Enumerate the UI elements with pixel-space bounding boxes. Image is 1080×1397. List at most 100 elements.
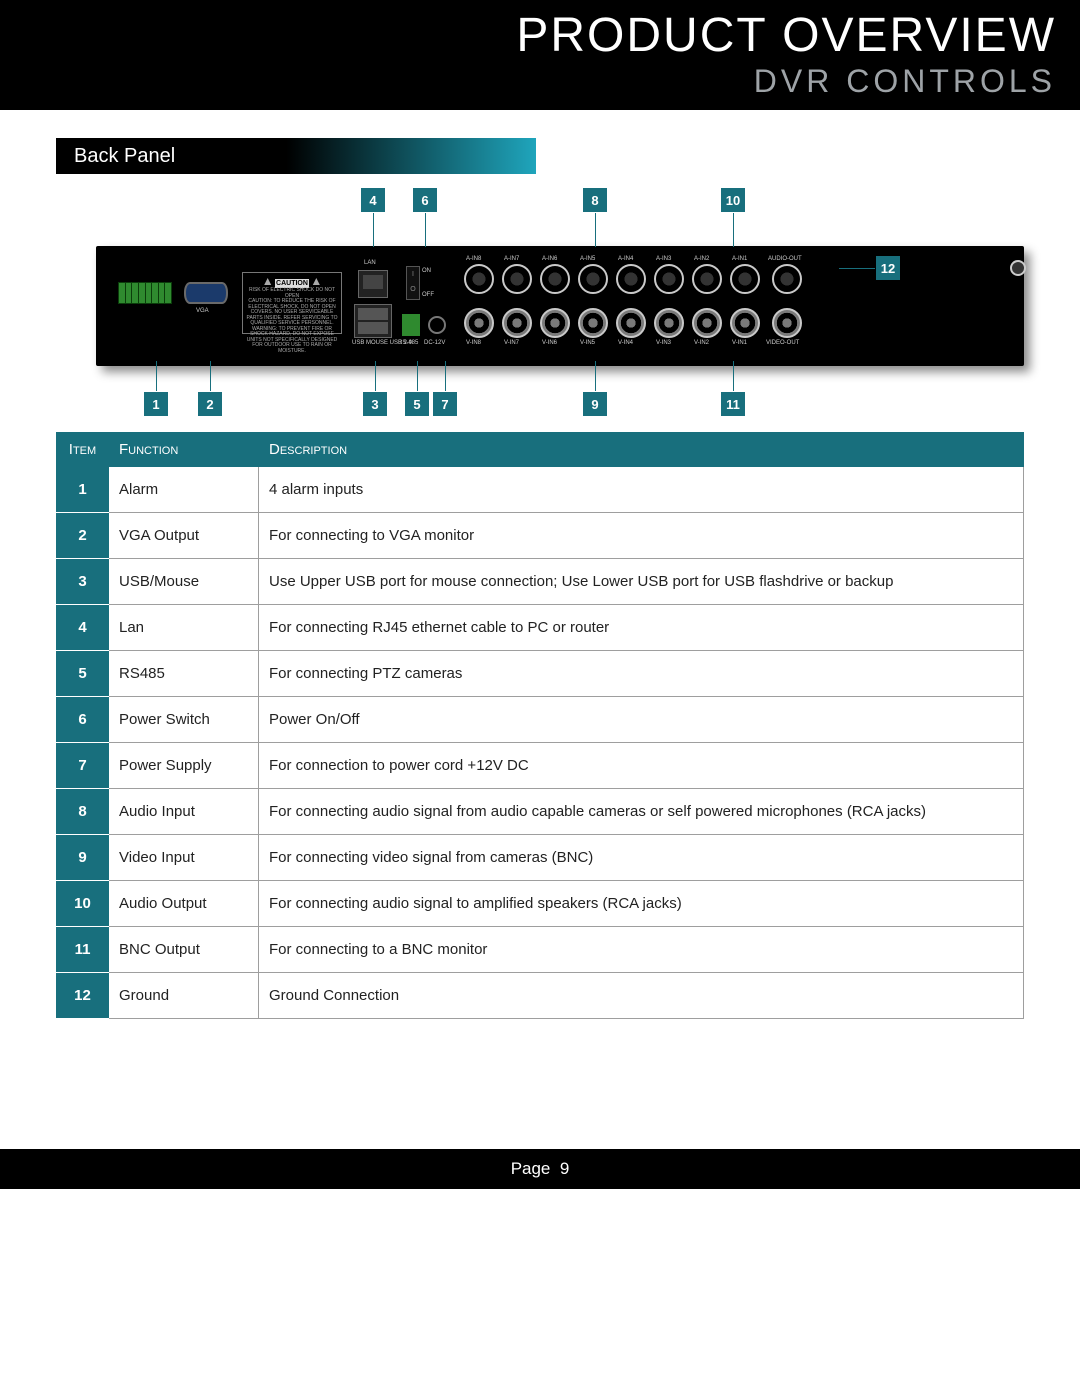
footer-label: Page xyxy=(511,1159,551,1178)
cell-description: For connecting PTZ cameras xyxy=(259,651,1024,697)
audio-in-label: A-IN1 xyxy=(732,256,747,262)
power-switch: I O xyxy=(406,266,420,300)
cell-description: For connecting to VGA monitor xyxy=(259,513,1024,559)
page-header: PRODUCT OVERVIEW DVR CONTROLS xyxy=(0,0,1080,110)
lan-label: LAN xyxy=(364,260,376,266)
cell-item: 3 xyxy=(57,559,109,605)
usb-label: USB MOUSE USB 2.0 xyxy=(352,340,394,346)
audio-out-label: AUDIO-OUT xyxy=(768,256,802,262)
alarm-connector xyxy=(118,282,172,304)
bnc-jack xyxy=(464,308,494,338)
cell-description: For connecting audio signal to amplified… xyxy=(259,881,1024,927)
cell-function: Audio Output xyxy=(109,881,259,927)
video-in-label: V-IN6 xyxy=(542,340,557,346)
cell-description: For connecting video signal from cameras… xyxy=(259,835,1024,881)
video-in-label: V-IN7 xyxy=(504,340,519,346)
cell-function: RS485 xyxy=(109,651,259,697)
vga-port xyxy=(184,282,228,304)
cell-description: For connection to power cord +12V DC xyxy=(259,743,1024,789)
cell-item: 2 xyxy=(57,513,109,559)
cell-description: For connecting to a BNC monitor xyxy=(259,927,1024,973)
table-row: 12GroundGround Connection xyxy=(57,973,1024,1019)
callout-5: 5 xyxy=(405,392,429,416)
page-subtitle: DVR CONTROLS xyxy=(24,63,1056,100)
cell-function: Alarm xyxy=(109,467,259,513)
video-in-label: V-IN1 xyxy=(732,340,747,346)
cell-function: Power Switch xyxy=(109,697,259,743)
shock-triangle-icon: ▲ xyxy=(310,274,322,288)
audio-input-row xyxy=(464,264,802,294)
table-row: 4LanFor connecting RJ45 ethernet cable t… xyxy=(57,605,1024,651)
cell-item: 11 xyxy=(57,927,109,973)
cell-item: 4 xyxy=(57,605,109,651)
rca-jack xyxy=(654,264,684,294)
cell-function: Power Supply xyxy=(109,743,259,789)
audio-in-label: A-IN7 xyxy=(504,256,519,262)
rca-jack xyxy=(578,264,608,294)
callout-7: 7 xyxy=(433,392,457,416)
cell-item: 10 xyxy=(57,881,109,927)
caution-text-1: CAUTION: TO REDUCE THE RISK OF ELECTRICA… xyxy=(247,298,338,326)
cell-item: 1 xyxy=(57,467,109,513)
caution-label-plate: ▲ CAUTION ▲ RISK OF ELECTRIC SHOCK DO NO… xyxy=(242,272,342,334)
cell-function: Video Input xyxy=(109,835,259,881)
table-row: 1Alarm4 alarm inputs xyxy=(57,467,1024,513)
warning-triangle-icon: ▲ xyxy=(262,274,274,288)
rca-jack xyxy=(730,264,760,294)
audio-in-label: A-IN2 xyxy=(694,256,709,262)
callout-2: 2 xyxy=(198,392,222,416)
bnc-jack xyxy=(772,308,802,338)
bnc-jack xyxy=(730,308,760,338)
cell-description: For connecting RJ45 ethernet cable to PC… xyxy=(259,605,1024,651)
caution-text-2: WARNING: TO PREVENT FIRE OR SHOCK HAZARD… xyxy=(247,326,338,354)
callout-8: 8 xyxy=(583,188,607,212)
description-table: Item Function Description 1Alarm4 alarm … xyxy=(56,432,1024,1019)
cell-function: Audio Input xyxy=(109,789,259,835)
rca-jack xyxy=(692,264,722,294)
dc-label: DC-12V xyxy=(424,340,445,346)
audio-in-label: A-IN6 xyxy=(542,256,557,262)
cell-function: USB/Mouse xyxy=(109,559,259,605)
col-function: Function xyxy=(109,433,259,467)
audio-in-label: A-IN8 xyxy=(466,256,481,262)
cell-function: BNC Output xyxy=(109,927,259,973)
cell-item: 7 xyxy=(57,743,109,789)
page-footer: Page 9 xyxy=(0,1149,1080,1189)
section-title: Back Panel xyxy=(74,145,175,168)
table-row: 7Power SupplyFor connection to power cor… xyxy=(57,743,1024,789)
video-in-label: V-IN3 xyxy=(656,340,671,346)
video-in-label: V-IN5 xyxy=(580,340,595,346)
video-out-label: VIDEO-OUT xyxy=(766,340,799,346)
ground-terminal xyxy=(1010,260,1026,276)
cell-description: Power On/Off xyxy=(259,697,1024,743)
rs485-label: RS-485 xyxy=(398,340,418,346)
callout-4: 4 xyxy=(361,188,385,212)
cell-function: VGA Output xyxy=(109,513,259,559)
callout-1: 1 xyxy=(144,392,168,416)
cell-item: 5 xyxy=(57,651,109,697)
cell-item: 9 xyxy=(57,835,109,881)
table-row: 9Video InputFor connecting video signal … xyxy=(57,835,1024,881)
cell-item: 8 xyxy=(57,789,109,835)
video-in-label: V-IN4 xyxy=(618,340,633,346)
rca-jack xyxy=(464,264,494,294)
rs485-connector xyxy=(402,314,420,336)
section-title-bar: Back Panel xyxy=(56,138,536,174)
col-description: Description xyxy=(259,433,1024,467)
cell-item: 6 xyxy=(57,697,109,743)
table-row: 5RS485For connecting PTZ cameras xyxy=(57,651,1024,697)
callout-10: 10 xyxy=(721,188,745,212)
rca-jack xyxy=(772,264,802,294)
cell-description: 4 alarm inputs xyxy=(259,467,1024,513)
dc-power-jack xyxy=(428,316,446,334)
cell-description: For connecting audio signal from audio c… xyxy=(259,789,1024,835)
cell-function: Lan xyxy=(109,605,259,651)
video-in-label: V-IN8 xyxy=(466,340,481,346)
callout-12: 12 xyxy=(876,256,900,280)
video-input-row xyxy=(464,308,802,338)
table-header-row: Item Function Description xyxy=(57,433,1024,467)
page-title: PRODUCT OVERVIEW xyxy=(24,8,1056,63)
table-row: 8Audio InputFor connecting audio signal … xyxy=(57,789,1024,835)
footer-number: 9 xyxy=(560,1159,569,1178)
vga-label: VGA xyxy=(196,308,209,314)
